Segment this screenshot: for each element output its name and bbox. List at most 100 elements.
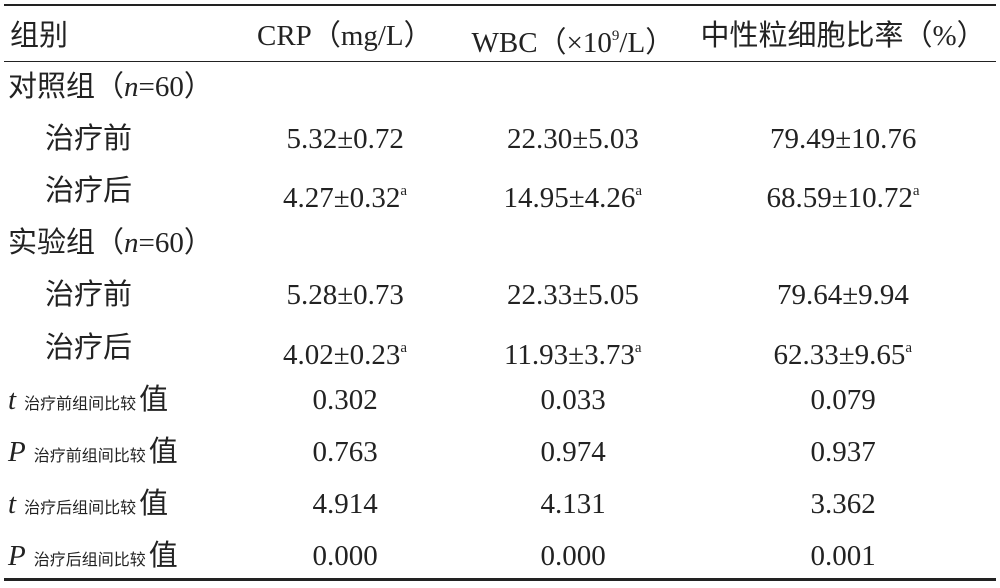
text-segment: 79.64±9.94 bbox=[777, 279, 909, 312]
text-segment: 0.033 bbox=[540, 383, 606, 416]
text-segment: 0.937 bbox=[810, 435, 876, 468]
top-rule bbox=[4, 4, 996, 6]
text-segment: P bbox=[8, 435, 26, 468]
text-segment: 治疗前 bbox=[45, 123, 133, 156]
cell-value: 4.27±0.32a bbox=[283, 171, 408, 215]
text-segment: 4.02±0.23 bbox=[283, 338, 401, 371]
cell-value: 68.59±10.72a bbox=[766, 171, 920, 215]
cell-value: 22.30±5.03 bbox=[507, 119, 639, 159]
cell-value: 22.33±5.05 bbox=[507, 275, 639, 315]
text-segment: P bbox=[8, 539, 26, 572]
cell-value: 4.131 bbox=[541, 484, 606, 524]
text-segment: /L） bbox=[619, 27, 675, 59]
cell-value: 0.974 bbox=[541, 432, 606, 472]
text-segment: 实验组（ bbox=[8, 227, 125, 260]
text-segment: 治疗后组间比较 bbox=[33, 551, 146, 569]
text-segment: 4.131 bbox=[540, 487, 606, 520]
row-label: t 治疗前组间比较值 bbox=[8, 380, 168, 420]
text-segment: CRP（mg/L） bbox=[257, 20, 433, 52]
row-label: P 治疗前组间比较值 bbox=[8, 432, 178, 472]
text-segment: 5.32±0.72 bbox=[286, 123, 404, 156]
text-segment: =60） bbox=[138, 71, 213, 103]
text-segment: a bbox=[400, 339, 408, 356]
row-label: 治疗前 bbox=[45, 119, 132, 159]
row-label: 实验组（n=60） bbox=[8, 223, 213, 263]
cell-value: 5.28±0.73 bbox=[287, 275, 404, 315]
text-segment: 3.362 bbox=[810, 487, 876, 520]
text-segment: 治疗前组间比较 bbox=[33, 447, 146, 465]
cell-value: 0.302 bbox=[313, 380, 378, 420]
row-label: 治疗后 bbox=[45, 328, 132, 368]
text-segment: 治疗后 bbox=[45, 331, 133, 364]
text-segment: n bbox=[124, 227, 139, 260]
text-segment: 4.914 bbox=[312, 487, 378, 520]
cell-value: CRP（mg/L） bbox=[257, 16, 433, 56]
text-segment: 治疗前组间比较 bbox=[24, 395, 137, 413]
text-segment: a bbox=[635, 183, 643, 200]
row-label: t 治疗后组间比较值 bbox=[8, 484, 168, 524]
cell-value: 3.362 bbox=[811, 484, 876, 524]
text-segment: 79.49±10.76 bbox=[770, 123, 917, 156]
text-segment: 组别 bbox=[10, 20, 69, 52]
cell-value: 0.000 bbox=[313, 536, 378, 576]
text-segment: a bbox=[905, 339, 913, 356]
cell-value: 0.763 bbox=[313, 432, 378, 472]
header-rule bbox=[4, 61, 996, 62]
cell-value: 62.33±9.65a bbox=[773, 328, 913, 371]
row-label: 治疗前 bbox=[45, 275, 132, 315]
text-segment: t bbox=[8, 383, 17, 416]
text-segment: WBC（×10 bbox=[471, 27, 612, 59]
cell-value: 79.49±10.76 bbox=[770, 119, 916, 159]
text-segment: 值 bbox=[148, 435, 178, 468]
text-segment: 0.763 bbox=[312, 435, 378, 468]
text-segment: 14.95±4.26 bbox=[503, 182, 636, 215]
bottom-rule bbox=[4, 578, 996, 581]
text-segment: t bbox=[8, 487, 17, 520]
text-segment: 治疗前 bbox=[45, 279, 133, 312]
cell-value: 4.914 bbox=[313, 484, 378, 524]
text-segment: 0.001 bbox=[810, 539, 876, 572]
cell-value: 0.079 bbox=[811, 380, 876, 420]
row-label: P 治疗后组间比较值 bbox=[8, 536, 178, 576]
text-segment: 9 bbox=[611, 28, 620, 44]
text-segment: 0.302 bbox=[312, 383, 378, 416]
text-segment: 5.28±0.73 bbox=[286, 279, 404, 312]
text-segment: 22.33±5.05 bbox=[507, 279, 639, 312]
cell-value: 0.000 bbox=[541, 536, 606, 576]
text-segment: =60） bbox=[138, 227, 213, 260]
text-segment: 0.000 bbox=[312, 539, 378, 572]
text-segment: 值 bbox=[139, 487, 169, 520]
cell-value: 14.95±4.26a bbox=[503, 171, 643, 215]
text-segment: 62.33±9.65 bbox=[773, 338, 906, 371]
text-segment: 0.974 bbox=[540, 435, 606, 468]
text-segment: 68.59±10.72 bbox=[766, 182, 913, 215]
text-segment: 对照组（ bbox=[8, 71, 125, 103]
text-segment: 值 bbox=[139, 383, 169, 416]
text-segment: 0.000 bbox=[540, 539, 606, 572]
text-segment: n bbox=[124, 71, 139, 103]
row-label: 对照组（n=60） bbox=[8, 67, 213, 107]
cell-value: 中性粒细胞比率（%） bbox=[701, 16, 986, 56]
cell-value: 0.033 bbox=[541, 380, 606, 420]
cell-value: WBC（×109/L） bbox=[471, 16, 675, 59]
text-segment: 值 bbox=[148, 539, 178, 572]
cell-value: 4.02±0.23a bbox=[283, 328, 408, 371]
cell-value: 11.93±3.73a bbox=[504, 328, 642, 371]
text-segment: a bbox=[912, 183, 920, 200]
text-segment: 治疗后组间比较 bbox=[24, 499, 137, 517]
row-label: 治疗后 bbox=[45, 171, 132, 211]
cell-value: 0.001 bbox=[811, 536, 876, 576]
text-segment: 11.93±3.73 bbox=[504, 338, 635, 371]
cell-value: 79.64±9.94 bbox=[777, 275, 909, 315]
cell-value: 0.937 bbox=[811, 432, 876, 472]
text-segment: a bbox=[400, 183, 408, 200]
row-label: 组别 bbox=[10, 16, 68, 56]
cell-value: 5.32±0.72 bbox=[287, 119, 404, 159]
text-segment: 0.079 bbox=[810, 383, 876, 416]
text-segment: 22.30±5.03 bbox=[507, 123, 639, 156]
text-segment: 中性粒细胞比率（%） bbox=[700, 20, 986, 52]
text-segment: a bbox=[634, 339, 642, 356]
text-segment: 治疗后 bbox=[45, 175, 133, 208]
text-segment: 4.27±0.32 bbox=[283, 182, 401, 215]
